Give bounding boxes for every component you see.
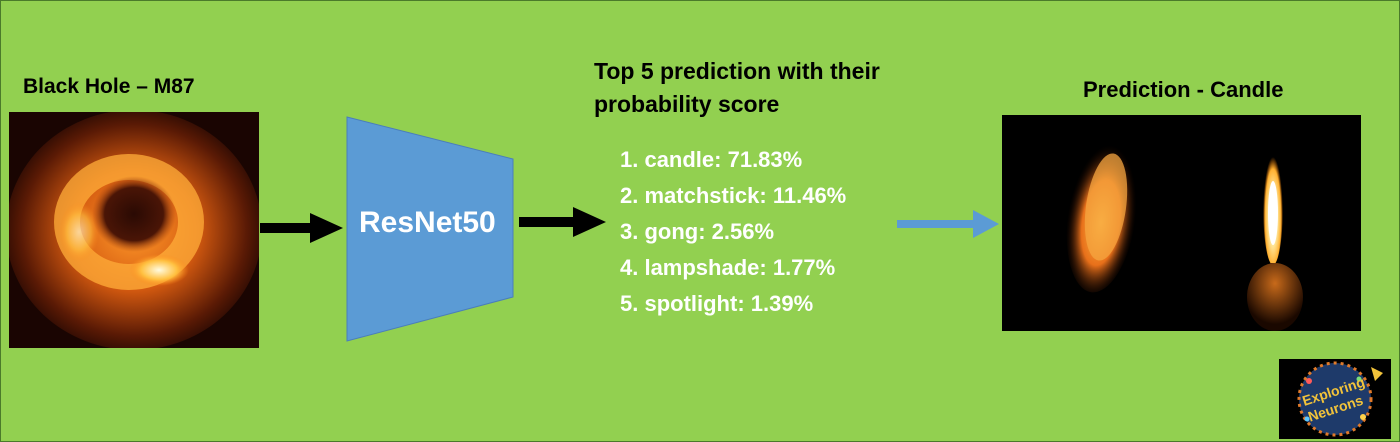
rocket-icon [1371,367,1383,381]
arrow-input-to-model [260,213,343,243]
prediction-item-3: 3. gong: 2.56% [620,219,775,244]
input-image-title: Black Hole – M87 [23,75,195,98]
predictions-heading-line-2: probability score [594,91,780,117]
prediction-item-1: 1. candle: 71.83% [620,147,803,172]
prediction-item-5: 5. spotlight: 1.39% [620,291,814,316]
resnet50-block [346,116,514,342]
candle-image [1002,115,1361,331]
prediction-item-2: 2. matchstick: 11.46% [620,183,847,208]
prediction-item-4: 4. lampshade: 1.77% [620,255,836,280]
arrow-model-to-predictions [519,207,606,237]
predictions-heading: Top 5 prediction with their probability … [594,55,880,121]
output-title: Prediction - Candle [1083,77,1284,102]
exploring-neurons-logo: Exploring Neurons [1279,359,1391,439]
arrow-predictions-to-output [897,210,999,238]
black-hole-image [9,112,259,348]
predictions-heading-line-1: Top 5 prediction with their [594,58,880,84]
model-label: ResNet50 [359,206,496,239]
